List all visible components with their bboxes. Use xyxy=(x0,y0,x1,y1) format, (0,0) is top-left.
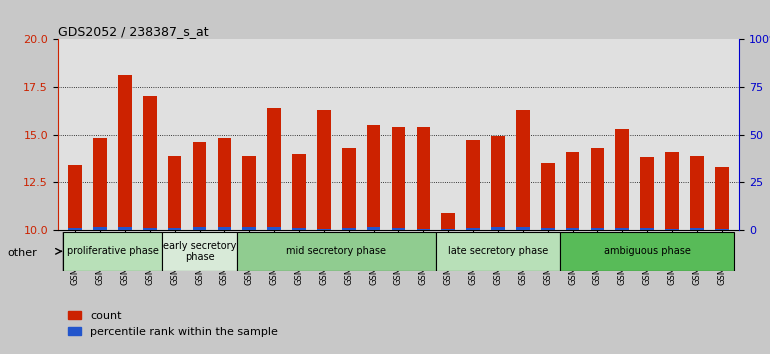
Bar xyxy=(641,228,654,230)
Bar xyxy=(187,232,212,271)
Bar xyxy=(610,232,634,271)
Bar xyxy=(535,232,560,271)
Bar xyxy=(168,228,182,230)
Bar xyxy=(417,229,430,230)
Bar xyxy=(69,228,82,230)
Bar xyxy=(541,228,554,230)
Bar xyxy=(218,227,231,230)
Bar xyxy=(690,228,704,230)
Bar xyxy=(511,232,535,271)
Bar xyxy=(417,127,430,230)
Bar xyxy=(192,227,206,230)
Bar xyxy=(342,148,356,230)
Bar xyxy=(237,232,262,271)
Bar xyxy=(162,232,237,271)
Bar xyxy=(660,232,685,271)
Bar xyxy=(243,227,256,230)
Bar xyxy=(665,229,679,230)
Bar xyxy=(69,165,82,230)
Bar xyxy=(436,232,560,271)
Bar xyxy=(292,154,306,230)
Bar xyxy=(367,227,380,230)
Bar xyxy=(467,140,480,230)
Bar xyxy=(112,232,137,271)
Bar xyxy=(267,108,281,230)
Bar xyxy=(93,227,107,230)
Bar xyxy=(367,125,380,230)
Legend: count, percentile rank within the sample: count, percentile rank within the sample xyxy=(63,307,283,341)
Bar xyxy=(292,228,306,230)
Bar xyxy=(137,232,162,271)
Bar xyxy=(392,228,405,230)
Bar xyxy=(62,232,162,271)
Text: ambiguous phase: ambiguous phase xyxy=(604,246,691,256)
Bar xyxy=(168,155,182,230)
Bar xyxy=(286,232,311,271)
Bar xyxy=(267,227,281,230)
Bar xyxy=(560,232,585,271)
Bar xyxy=(192,142,206,230)
Bar xyxy=(118,75,132,230)
Bar xyxy=(715,167,728,230)
Bar xyxy=(685,232,709,271)
Bar xyxy=(709,232,735,271)
Bar xyxy=(311,232,336,271)
Bar xyxy=(467,228,480,230)
Bar xyxy=(336,232,361,271)
Bar xyxy=(162,232,187,271)
Text: early secretory
phase: early secretory phase xyxy=(162,240,236,262)
Bar xyxy=(317,229,330,230)
Bar xyxy=(690,155,704,230)
Bar xyxy=(486,232,511,271)
Bar xyxy=(62,232,88,271)
Bar xyxy=(665,152,679,230)
Bar xyxy=(460,232,486,271)
Bar xyxy=(615,228,629,230)
Bar xyxy=(342,228,356,230)
Text: other: other xyxy=(8,248,38,258)
Bar xyxy=(541,163,554,230)
Bar xyxy=(634,232,660,271)
Bar xyxy=(641,158,654,230)
Text: GDS2052 / 238387_s_at: GDS2052 / 238387_s_at xyxy=(58,25,209,38)
Bar xyxy=(560,232,735,271)
Bar xyxy=(585,232,610,271)
Bar xyxy=(143,228,156,230)
Bar xyxy=(566,152,579,230)
Bar xyxy=(262,232,286,271)
Bar xyxy=(93,138,107,230)
Bar xyxy=(516,227,530,230)
Bar xyxy=(392,127,405,230)
Bar xyxy=(566,228,579,230)
Bar xyxy=(237,232,436,271)
Bar xyxy=(516,110,530,230)
Bar xyxy=(715,229,728,230)
Text: proliferative phase: proliferative phase xyxy=(66,246,159,256)
Bar xyxy=(88,232,112,271)
Bar xyxy=(491,136,505,230)
Bar xyxy=(361,232,386,271)
Bar xyxy=(491,227,505,230)
Bar xyxy=(615,129,629,230)
Bar xyxy=(243,155,256,230)
Bar xyxy=(317,110,330,230)
Bar xyxy=(386,232,411,271)
Bar xyxy=(118,227,132,230)
Bar xyxy=(143,96,156,230)
Bar xyxy=(441,229,455,230)
Text: late secretory phase: late secretory phase xyxy=(448,246,548,256)
Bar xyxy=(212,232,237,271)
Bar xyxy=(591,148,604,230)
Bar xyxy=(591,228,604,230)
Bar xyxy=(441,213,455,230)
Bar xyxy=(218,138,231,230)
Bar xyxy=(436,232,460,271)
Bar xyxy=(411,232,436,271)
Text: mid secretory phase: mid secretory phase xyxy=(286,246,387,256)
